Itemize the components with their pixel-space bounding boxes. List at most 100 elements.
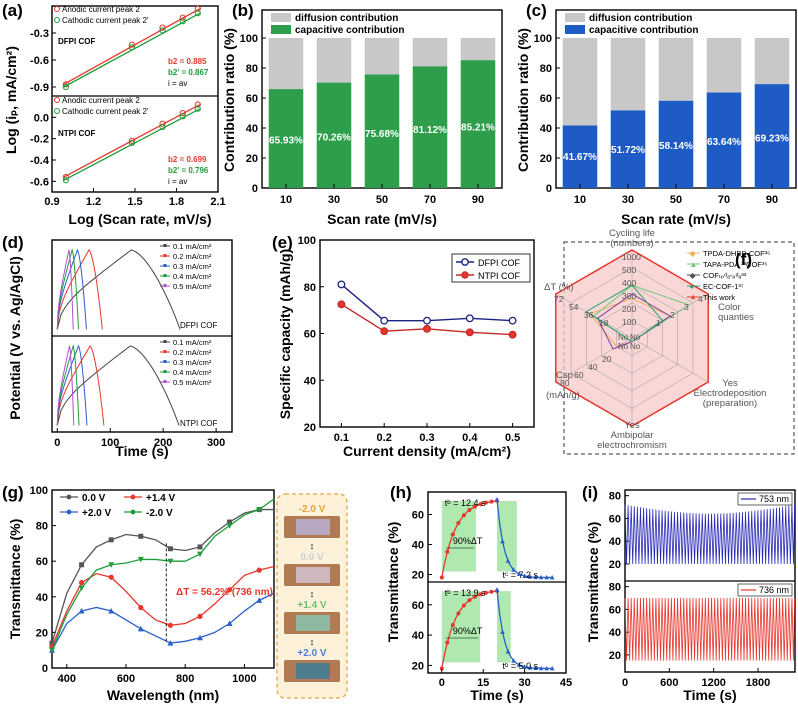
d-gcd-curve (56, 249, 74, 330)
d-gcd-curve (56, 248, 79, 330)
a-point (159, 24, 166, 31)
d-gcd-curve (56, 249, 103, 330)
a-point (128, 44, 135, 51)
f-axis-ambipolar: Ambipolar (611, 430, 654, 441)
bar-ytick-label: 60 (246, 93, 258, 105)
a-xtick-label: 1.8 (169, 196, 184, 208)
f-legend-label: This work (703, 293, 735, 302)
h-bleach-point (478, 502, 483, 507)
h-tb-label: tᵇ = 12.4 s (445, 498, 486, 508)
g-marker (108, 608, 115, 614)
a-fit-line (63, 108, 201, 181)
bar-capacitive (610, 110, 646, 188)
bar-data-label: 85.21% (461, 122, 495, 133)
g-marker (108, 574, 114, 580)
bar-ytick-label: 80 (540, 63, 552, 75)
f-this-work-outline (555, 249, 709, 427)
h-color-point (511, 567, 516, 572)
e-point (508, 316, 517, 325)
f-ring-label-color: 4 (698, 294, 703, 304)
e-point (380, 327, 389, 336)
d-legend-label: 0.3 mA/cm² (173, 358, 212, 367)
a-xtick-label: 0.9 (44, 196, 59, 208)
a-ytick-label: -0.3 (30, 28, 49, 40)
h-color-point (522, 573, 527, 578)
a-ytick-label: -0.9 (30, 82, 49, 94)
bar-data-label: 58.14% (659, 141, 693, 152)
d-legend-marker (163, 350, 167, 353)
c-legend-cap-swatch (565, 25, 585, 34)
a-legend-anodic-bot: Anodic current peak 2 (62, 96, 140, 105)
g-marker (49, 640, 55, 646)
d-legend-marker (163, 264, 167, 267)
g-marker (108, 537, 114, 543)
d-legend-label: 0.5 mA/cm² (173, 378, 212, 387)
i-legend-753: 753 nm (759, 494, 789, 504)
f-axis-cycling: Cycling life (609, 228, 655, 239)
h-switch-box (441, 501, 477, 572)
g-ytick-label: 60 (36, 556, 48, 568)
g-legend-label: -2.0 V (146, 508, 173, 519)
f-legend-symbol: ◆ (690, 249, 697, 258)
g-marker (197, 544, 203, 550)
h-bleach-point (439, 575, 444, 580)
g-photo-arrow: ↕ (310, 637, 315, 647)
bar-diffusion (562, 38, 598, 126)
h-ytick-label: 60 (412, 600, 424, 612)
g-marker (138, 604, 144, 611)
a-point (179, 18, 186, 25)
f-ring-label-cycling: 300 (622, 291, 636, 301)
a-legend-marker-green (54, 17, 60, 23)
f-ring-label-csp: 20 (602, 354, 612, 364)
h-bleach-point (467, 508, 472, 513)
h-color-point (533, 574, 538, 580)
h-bleach-point (450, 532, 455, 537)
bar-ytick-label: 40 (246, 123, 258, 135)
bar-capacitive (412, 66, 448, 188)
h-color-point (511, 658, 516, 663)
h-bleach-point (489, 499, 494, 504)
i-ytick-label: 60 (609, 604, 621, 616)
panel-c: diffusion contribution capacitive contri… (515, 9, 797, 227)
h-tc-label: tᶜ = 7.2 s (503, 570, 539, 580)
h-color-point (533, 665, 538, 671)
bar-xtick-label: 70 (424, 194, 436, 206)
i-ytick-label: 40 (609, 627, 621, 639)
i-cycle-trace (624, 598, 796, 661)
bar-capacitive (754, 84, 790, 188)
e-point (465, 314, 474, 323)
e-ylabel: Specific capacity (mAh/g) (277, 249, 293, 419)
g-legend-marker (66, 509, 72, 515)
d-legend-marker (163, 340, 167, 343)
a-legend-anodic-top: Anodic current peak 2 (62, 5, 140, 14)
i-ytick-label: 80 (609, 582, 621, 594)
a-point (179, 113, 186, 120)
bar-diffusion (460, 38, 496, 61)
g-series-line (51, 508, 274, 644)
d-xlabel: Time (s) (115, 443, 168, 459)
h-color-point (538, 574, 544, 580)
bar-ytick-label: 20 (540, 153, 552, 165)
f-legend-label: TAPA-PDA ³³COF³⁵ (703, 260, 768, 269)
a-title-dfpi: DFPI COF (58, 37, 95, 46)
f-ring-label-cycling: 1000 (622, 252, 641, 262)
e-ytick-label: 20 (304, 422, 316, 434)
h-bleach-point (456, 611, 461, 616)
bar-xtick-label: 70 (718, 194, 730, 206)
a-point (159, 27, 166, 34)
panel-a: Anodic current peak 2 Cathodic current p… (3, 5, 226, 227)
i-legend-736: 736 nm (759, 585, 789, 595)
bar-diffusion (316, 38, 352, 83)
g-marker (227, 519, 233, 525)
i-ytick-label: 20 (609, 650, 621, 662)
panel-i: 20 40 60 80 20 40 60 80 0 600 1200 1800 753 nm 736 … (585, 489, 796, 703)
a-legend-marker-red-2 (54, 97, 60, 103)
h-bleach-point (450, 623, 455, 628)
d-gcd-curve (56, 344, 80, 426)
h-color-point (500, 538, 505, 544)
d-gcd-curve (56, 344, 88, 426)
bar-diffusion (754, 38, 790, 85)
a-point (62, 83, 69, 91)
g-marker (167, 640, 174, 646)
